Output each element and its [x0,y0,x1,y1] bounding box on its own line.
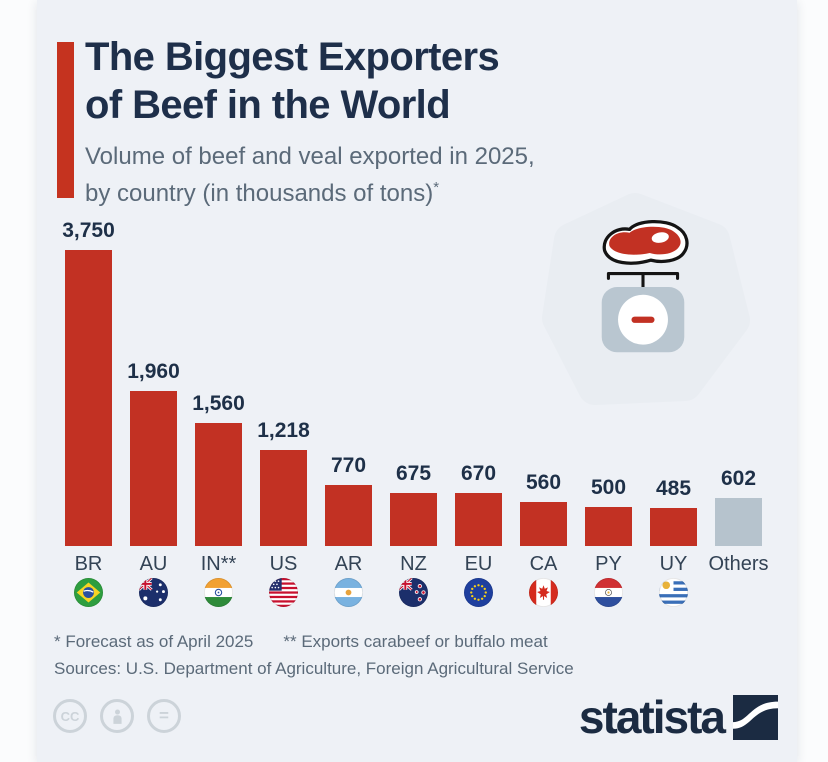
subtitle-line-2: by country (in thousands of tons)* [85,179,440,207]
bar-br [65,250,112,546]
x-axis-label-others: Others [708,552,769,575]
bar-column-eu: 670 EU [446,212,511,610]
person-icon [112,709,122,724]
bar-column-au: 1,960 AU [121,212,186,610]
bar-value-label-ar: 770 [330,454,367,477]
bar-value-label-br: 3,750 [62,219,115,242]
bar-value-label-others: 602 [720,467,757,490]
bar-column-ar: 770 AR [316,212,381,610]
bar-column-nz: 675 NZ [381,212,446,610]
footnote-carabeef: ** Exports carabeef or buffalo meat [283,632,548,651]
x-axis-label-uy: UY [659,552,688,575]
bar-column-uy: 485 UY [641,212,706,610]
x-axis-label-py: PY [595,552,622,575]
footnote-forecast: * Forecast as of April 2025 [54,632,254,651]
x-axis-label-ca: CA [529,552,558,575]
x-axis-label-au: AU [139,552,168,575]
uy-flag-icon [659,578,688,610]
bar-value-label-in: 1,560 [192,392,245,415]
us-flag-icon [269,578,298,610]
au-flag-icon [139,578,168,610]
in-flag-icon [204,578,233,610]
page-title: The Biggest Exporters of Beef in the Wor… [85,33,500,129]
br-flag-icon [74,578,103,610]
statista-logo[interactable]: statista [579,690,778,744]
infographic-card: The Biggest Exporters of Beef in the Wor… [37,0,797,762]
bar-in [195,423,242,546]
nz-flag-icon [399,578,428,610]
bar-value-label-ca: 560 [525,471,562,494]
bar-column-ca: 560 CA [511,212,576,610]
sources-line: Sources: U.S. Department of Agriculture,… [54,659,574,678]
bar-value-label-au: 1,960 [127,360,180,383]
bar-value-label-us: 1,218 [257,419,310,442]
x-axis-label-nz: NZ [400,552,427,575]
bar-value-label-py: 500 [590,476,627,499]
equals-nd-icon[interactable]: = [147,699,181,733]
footnote-marker: * [433,179,440,196]
x-axis-label-ar: AR [334,552,363,575]
page-subtitle: Volume of beef and veal exported in 2025… [85,141,535,209]
bar-value-label-uy: 485 [655,477,692,500]
bar-chart: 3,750 BR 1,960 AU 1,560 IN** 1,218 US 770 AR 675 NZ… [56,212,772,610]
bar-us [260,450,307,546]
attribution-person-icon[interactable] [100,699,134,733]
title-line-2: of Beef in the World [85,83,451,127]
ar-flag-icon [334,578,363,610]
statista-logo-mark [733,694,778,740]
footnote-line: * Forecast as of April 2025 ** Exports ca… [54,628,574,655]
statista-logo-text: statista [578,691,726,743]
bar-nz [390,493,437,546]
x-axis-label-in: IN** [200,552,237,575]
bar-column-in: 1,560 IN** [186,212,251,610]
scale-needle [631,316,655,323]
meat-scale-icon [601,219,689,353]
bar-ca [520,502,567,546]
bar-uy [650,508,697,546]
scale-platform [606,272,680,289]
bar-column-br: 3,750 BR [56,212,121,610]
x-axis-label-us: US [269,552,298,575]
x-axis-label-br: BR [74,552,103,575]
bar-value-label-eu: 670 [460,462,497,485]
steak-fat [651,232,669,243]
red-accent-bar [57,42,74,198]
bar-eu [455,493,502,546]
cc-icon[interactable]: CC [53,699,87,733]
footnotes: * Forecast as of April 2025 ** Exports ca… [54,628,574,682]
bar-py [585,507,632,546]
x-axis-label-eu: EU [464,552,493,575]
bar-ar [325,485,372,546]
bar-column-others: 602 Others [706,212,771,610]
subtitle-line-1: Volume of beef and veal exported in 2025… [85,143,535,170]
bar-others [715,498,762,546]
eu-flag-icon [464,578,493,610]
py-flag-icon [594,578,623,610]
license-badges: CC = [53,699,181,733]
bar-column-py: 500 PY [576,212,641,610]
bar-au [130,391,177,546]
bar-column-us: 1,218 US [251,212,316,610]
title-line-1: The Biggest Exporters [85,35,500,79]
ca-flag-icon [529,578,558,610]
bar-value-label-nz: 675 [395,462,432,485]
